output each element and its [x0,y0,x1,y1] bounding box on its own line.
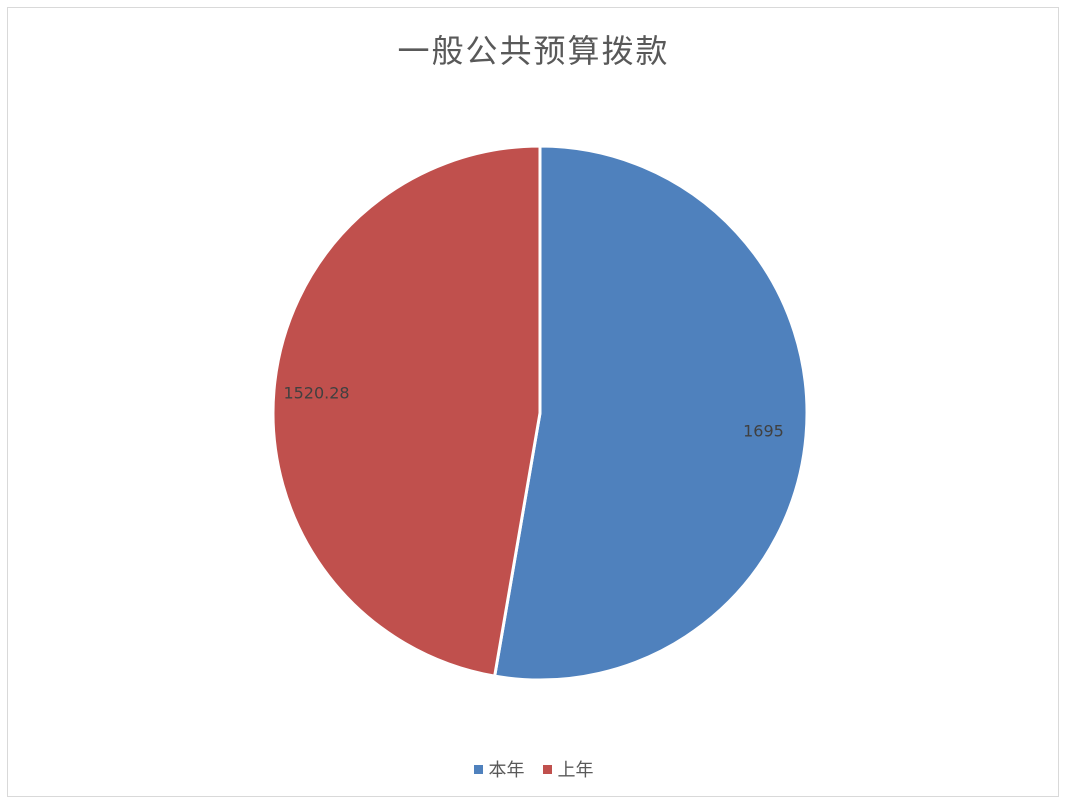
legend-swatch-previous-year [542,764,552,774]
pie-slices [271,144,809,682]
legend-label-previous-year: 上年 [557,760,594,781]
data-label-previous-year: 1520.28 [283,383,349,402]
pie-slice-previous-year [271,144,542,678]
pie-labels: 1695 1520.28 [283,383,783,440]
legend-item-previous-year: 上年 [542,756,594,782]
pie-slice-current-year [492,144,809,682]
chart-title: 一般公共预算拨款 [397,32,670,70]
legend: 本年 上年 [0,756,1067,782]
data-label-current-year: 1695 [743,422,784,441]
legend-label-current-year: 本年 [488,760,525,781]
legend-swatch-current-year [473,764,483,774]
legend-item-current-year: 本年 [473,756,525,782]
